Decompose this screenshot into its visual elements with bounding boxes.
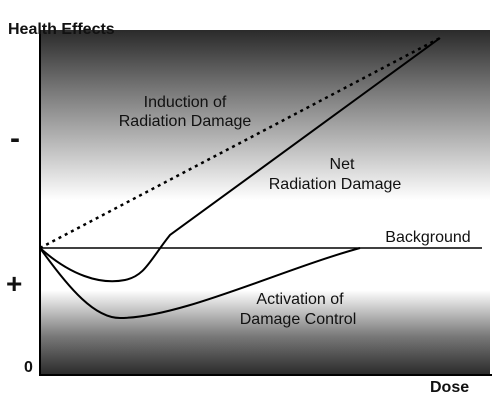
activation-label-2: Damage Control	[240, 311, 357, 328]
plus-sign: +	[6, 268, 22, 299]
induction-label-1: Induction of	[144, 94, 227, 111]
activation-curve	[39, 247, 361, 320]
minus-sign: -	[10, 122, 20, 155]
activation-label-1: Activation of	[256, 291, 344, 308]
background-label: Background	[385, 229, 470, 246]
top-shading	[40, 30, 490, 200]
net-label-2: Radiation Damage	[269, 176, 402, 193]
origin-label: 0	[24, 359, 33, 376]
induction-line	[39, 36, 441, 250]
net-label-1: Net	[330, 156, 355, 173]
x-axis-label: Dose	[430, 379, 469, 396]
y-axis-label: Health Effects	[8, 21, 115, 38]
induction-label-2: Radiation Damage	[119, 113, 252, 130]
net-curve	[39, 37, 441, 283]
bottom-shading	[40, 290, 490, 375]
